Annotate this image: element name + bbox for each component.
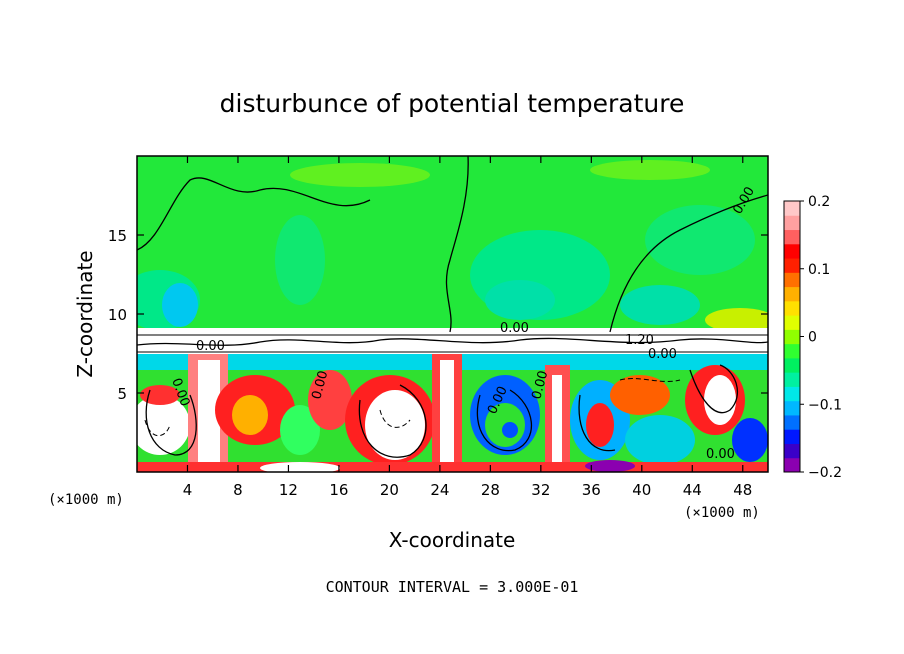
- colorbar-swatch: [784, 400, 800, 416]
- upper-patch: [645, 205, 755, 275]
- chart-title: disturbunce of potential temperature: [220, 89, 685, 118]
- colorbar: [783, 200, 801, 473]
- colorbar-swatch: [784, 286, 800, 302]
- contour-label: 0.00: [196, 339, 225, 354]
- colorbar-tick-label: 0: [808, 330, 817, 346]
- contour-lines: [137, 156, 768, 458]
- colorbar-swatch: [784, 229, 800, 245]
- colorbar-swatch: [784, 215, 800, 231]
- colorbar-swatch: [784, 372, 800, 387]
- upper-patch: [485, 280, 555, 320]
- x-tick-label: 16: [329, 481, 348, 499]
- x-tick-label: 32: [531, 481, 550, 499]
- colorbar-tick-label: 0.1: [808, 262, 830, 278]
- colorbar-swatch: [784, 329, 800, 345]
- colorbar-swatch: [784, 243, 800, 259]
- upper-patch: [275, 215, 325, 305]
- colorbar-swatch: [784, 443, 800, 459]
- colorbar-swatch: [784, 258, 800, 273]
- x-unit-label: (×1000 m): [48, 492, 124, 508]
- x-tick-label: 36: [582, 481, 601, 499]
- colorbar-swatch: [784, 414, 800, 430]
- plot-area: [137, 156, 768, 472]
- colorbar-swatch: [784, 201, 800, 216]
- contour-label: 0.00: [529, 369, 551, 401]
- contour-label: 0.00: [309, 369, 331, 401]
- x-tick-label: 24: [430, 481, 449, 499]
- x-axis: 4 8 12 16 20 24 28 32 36 40 44 48: [183, 156, 752, 499]
- y-tick-label: 15: [108, 227, 127, 245]
- lower-patch: [137, 395, 190, 455]
- contour-label: 0.00: [706, 447, 735, 462]
- colorbar-swatch: [784, 386, 800, 402]
- x-tick-label: 40: [632, 481, 651, 499]
- x-axis-label: X-coordinate: [389, 528, 516, 552]
- y-tick-label: 10: [108, 306, 127, 324]
- colorbar-tick-label: 0.2: [808, 194, 830, 210]
- x-tick-label: 28: [481, 481, 500, 499]
- y-axis-label: Z-coordinate: [73, 250, 97, 377]
- x-tick-label: 20: [380, 481, 399, 499]
- y-tick-label: 5: [117, 385, 127, 403]
- x-tick-label: 12: [279, 481, 298, 499]
- colorbar-swatch: [784, 343, 800, 359]
- upper-patch: [162, 283, 198, 327]
- upper-patch: [290, 163, 430, 187]
- upper-patch: [590, 160, 710, 180]
- colorbar-swatch: [784, 272, 800, 288]
- colorbar-tick-label: −0.1: [808, 397, 842, 413]
- colorbar-swatch: [784, 300, 800, 316]
- x-tick-label: 4: [183, 481, 193, 499]
- contour-label: 1.20: [625, 333, 654, 348]
- colorbar-swatch: [784, 457, 800, 473]
- x-tick-label: 48: [733, 481, 752, 499]
- contour-interval-note: CONTOUR INTERVAL = 3.000E-01: [326, 578, 579, 596]
- colorbar-tick-label: −0.2: [808, 465, 842, 481]
- contour-dashed-lines: [144, 378, 681, 437]
- contour-label: 0.00: [648, 347, 677, 362]
- upper-patch: [705, 308, 768, 332]
- colorbar-swatch: [784, 315, 800, 330]
- colorbar-swatch: [784, 429, 800, 444]
- upper-patch: [620, 285, 700, 325]
- colorbar-swatch: [784, 357, 800, 373]
- x-tick-label: 44: [683, 481, 702, 499]
- y-axis: 5 10 15: [108, 227, 768, 403]
- contour-label: 0.00: [500, 321, 529, 336]
- colorbar-ticks: 0.2 0.1 0 −0.1 −0.2: [800, 194, 842, 481]
- x-tick-label: 8: [233, 481, 243, 499]
- x-unit-label-right: (×1000 m): [684, 505, 760, 521]
